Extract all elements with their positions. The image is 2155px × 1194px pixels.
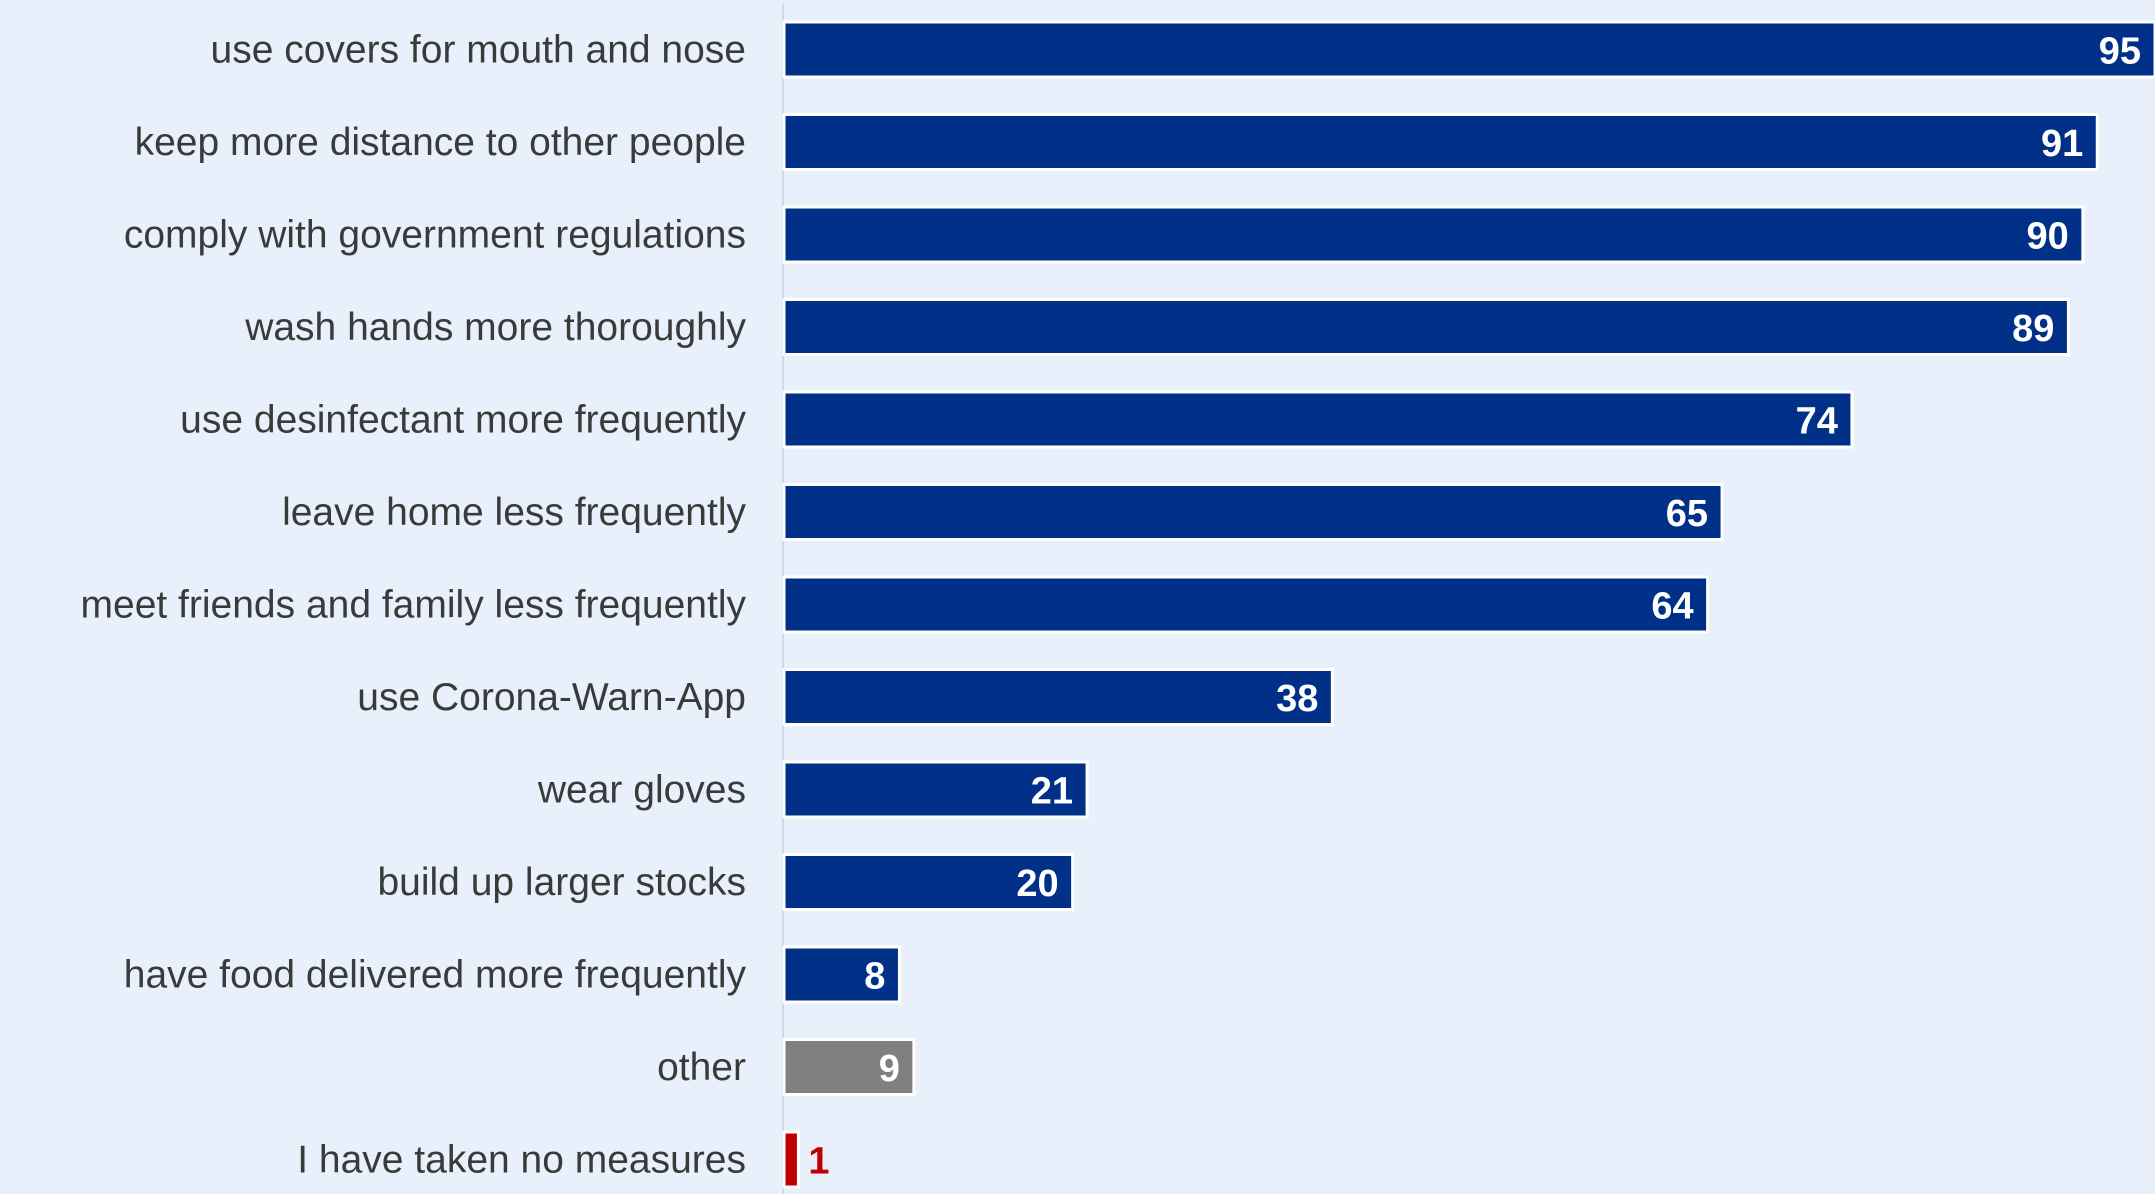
- category-label: have food delivered more frequently: [124, 954, 747, 997]
- category-label: use Corona-Warn-App: [357, 676, 746, 719]
- value-label: 90: [2027, 216, 2069, 258]
- value-label: 95: [2099, 31, 2141, 73]
- category-label: use desinfectant more frequently: [180, 399, 746, 442]
- bar: [782, 853, 1075, 911]
- bar: [782, 20, 2155, 79]
- bar: [782, 575, 1710, 634]
- value-label: 64: [1651, 586, 1693, 628]
- bar: [782, 113, 2099, 171]
- bar: [782, 390, 1854, 449]
- category-label: comply with government regulations: [124, 214, 746, 257]
- category-label: build up larger stocks: [377, 861, 746, 904]
- value-label: 74: [1796, 401, 1838, 443]
- bar: [782, 668, 1334, 726]
- bar: [782, 1038, 916, 1096]
- value-label: 38: [1276, 678, 1318, 720]
- bar: [782, 205, 2085, 264]
- value-label: 21: [1031, 771, 1073, 813]
- category-label: wear gloves: [537, 769, 746, 812]
- bar: [782, 945, 901, 1004]
- value-label: 9: [879, 1048, 900, 1090]
- category-label: meet friends and family less frequently: [81, 584, 747, 627]
- value-label: 89: [2012, 308, 2054, 350]
- category-label: wash hands more thoroughly: [244, 306, 746, 349]
- category-label: leave home less frequently: [282, 491, 746, 534]
- value-label: 91: [2041, 123, 2083, 165]
- value-label: 8: [864, 956, 885, 998]
- bar: [782, 483, 1724, 541]
- bar: [782, 298, 2070, 356]
- bar: [782, 760, 1089, 819]
- value-label: 20: [1016, 863, 1058, 905]
- bar: [782, 1130, 800, 1189]
- category-label: other: [657, 1046, 746, 1089]
- category-label: keep more distance to other people: [135, 121, 746, 164]
- category-label: use covers for mouth and nose: [211, 29, 746, 72]
- value-label: 1: [808, 1141, 829, 1183]
- category-label: I have taken no measures: [297, 1139, 746, 1182]
- value-label: 65: [1666, 493, 1708, 535]
